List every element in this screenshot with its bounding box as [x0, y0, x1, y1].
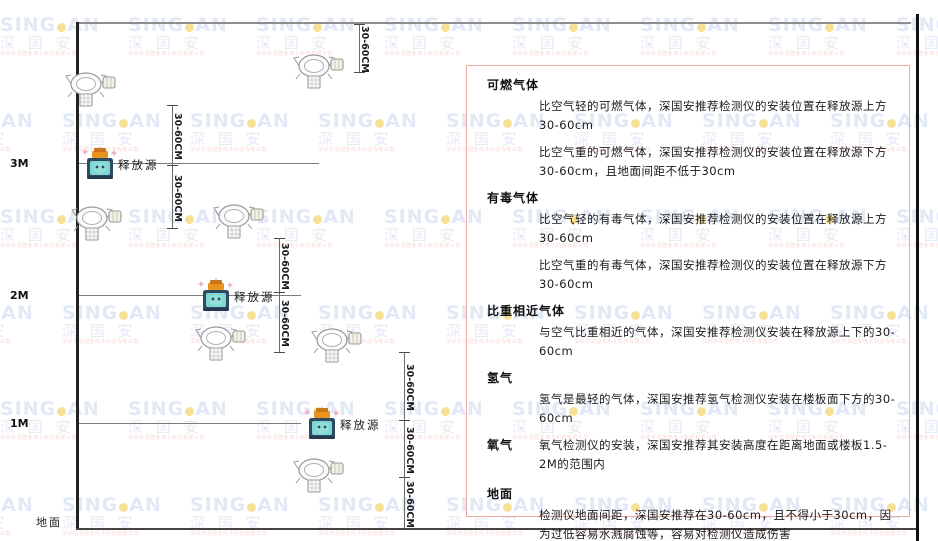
axis-label-3m: 3M	[10, 157, 29, 170]
right-wall	[916, 14, 919, 541]
axis-label-1m: 1M	[10, 417, 29, 430]
release-source-icon	[80, 146, 120, 188]
guideline-section: 氧气 氧气检测仪的安装，深国安推荐其安装高度在距离地面或楼板1.5-2M的范围内	[479, 436, 897, 482]
dimension-tick	[167, 165, 178, 166]
dimension-label: 30-60CM	[172, 113, 183, 160]
guideline-heading: 氧气	[487, 437, 514, 452]
guideline-section: 比重相近气体与空气比重相近的气体，深国安推荐检测仪安装在释放源上下的30-60c…	[479, 302, 897, 361]
level-line-1m	[79, 423, 301, 424]
level-line-3m	[79, 163, 319, 164]
gas-detector-icon	[210, 198, 266, 246]
guideline-section: 氢气氢气是最轻的气体，深国安推荐氢气检测仪安装在楼板面下方的30-60cm	[479, 369, 897, 428]
gas-detector-icon	[290, 452, 346, 500]
guideline-section: 可燃气体比空气轻的可燃气体，深国安推荐检测仪的安装位置在释放源上方30-60cm…	[479, 76, 897, 181]
dimension-tick	[274, 352, 285, 353]
release-source-icon	[196, 278, 236, 320]
dimension-line	[279, 238, 280, 292]
dimension-line	[359, 24, 360, 72]
guideline-section: 有毒气体比空气轻的有毒气体，深国安推荐检测仪的安装位置在释放源上方30-60cm…	[479, 189, 897, 294]
axis-label-2m: 2M	[10, 289, 29, 302]
guideline-heading: 地面	[487, 486, 514, 501]
dimension-tick	[354, 72, 365, 73]
guideline-heading: 比重相近气体	[487, 303, 566, 318]
dimension-label: 30-60CM	[404, 426, 415, 474]
gas-detector-icon	[68, 200, 124, 248]
guidelines-body: 可燃气体比空气轻的可燃气体，深国安推荐检测仪的安装位置在释放源上方30-60cm…	[479, 76, 897, 541]
dimension-label: 30-60CM	[279, 243, 290, 290]
dimension-label: 30-60CM	[172, 174, 183, 222]
dimension-label: 30-60CM	[404, 480, 415, 528]
dimension-tick	[399, 352, 410, 353]
dimension-line	[404, 477, 405, 528]
guidelines-panel: 可燃气体比空气轻的可燃气体，深国安推荐检测仪的安装位置在释放源上方30-60cm…	[466, 65, 910, 541]
guideline-paragraph: 比空气轻的可燃气体，深国安推荐检测仪的安装位置在释放源上方30-60cm	[539, 99, 887, 132]
left-wall	[76, 22, 79, 530]
ceiling-line	[76, 22, 911, 24]
guideline-paragraph: 比空气重的可燃气体，深国安推荐检测仪的安装位置在释放源下方30-60cm，且地面…	[539, 144, 887, 178]
dimension-line	[404, 352, 405, 420]
guideline-paragraph: 氢气是最轻的气体，深国安推荐氢气检测仪安装在楼板面下方的30-60cm	[539, 391, 896, 425]
dimension-tick	[399, 477, 410, 478]
guideline-paragraph: 比空气重的有毒气体，深国安推荐检测仪的安装位置在释放源下方30-60cm	[539, 257, 887, 291]
release-source-label: 释放源	[234, 290, 275, 304]
release-source-label: 释放源	[118, 158, 159, 172]
dimension-tick	[399, 528, 410, 529]
dimension-line	[279, 292, 280, 352]
dimension-tick	[399, 420, 410, 421]
gas-detector-icon	[62, 66, 118, 114]
dimension-tick	[354, 24, 365, 25]
dimension-label: 30-60CM	[279, 300, 290, 347]
release-source-label: 释放源	[340, 418, 381, 432]
dimension-label: 30-60CM	[359, 26, 370, 73]
gas-detector-icon	[290, 48, 346, 96]
dimension-tick	[274, 292, 285, 293]
guideline-paragraph: 比空气轻的有毒气体，深国安推荐检测仪的安装位置在释放源上方30-60cm	[539, 211, 887, 245]
dimension-tick	[167, 105, 178, 106]
dimension-label: 30-60CM	[404, 364, 415, 411]
ground-label: 地面	[36, 516, 62, 529]
guideline-heading: 氢气	[487, 370, 514, 385]
guideline-paragraph: 氧气检测仪的安装，深国安推荐其安装高度在距离地面或楼板1.5-2M的范围内	[539, 437, 888, 471]
dimension-line	[172, 105, 173, 165]
dimension-tick	[274, 238, 285, 239]
floor-line	[76, 528, 916, 530]
guideline-paragraph: 与空气比重相近的气体，深国安推荐检测仪安装在释放源上下的30-60cm	[539, 324, 896, 358]
dimension-line	[172, 165, 173, 228]
guideline-paragraph: 检测仪地面间距，深国安推荐在30-60cm，且不得小于30cm，因为过低容易水溅…	[539, 507, 892, 541]
gas-detector-icon	[192, 320, 248, 368]
level-line-2m	[79, 295, 301, 296]
dimension-tick	[167, 228, 178, 229]
dimension-line	[404, 420, 405, 477]
guideline-heading: 可燃气体	[487, 78, 540, 92]
gas-detector-icon	[308, 322, 364, 370]
release-source-icon	[302, 406, 342, 448]
guideline-heading: 有毒气体	[487, 190, 540, 205]
guideline-section: 地面检测仪地面间距，深国安推荐在30-60cm，且不得小于30cm，因为过低容易…	[479, 485, 897, 541]
